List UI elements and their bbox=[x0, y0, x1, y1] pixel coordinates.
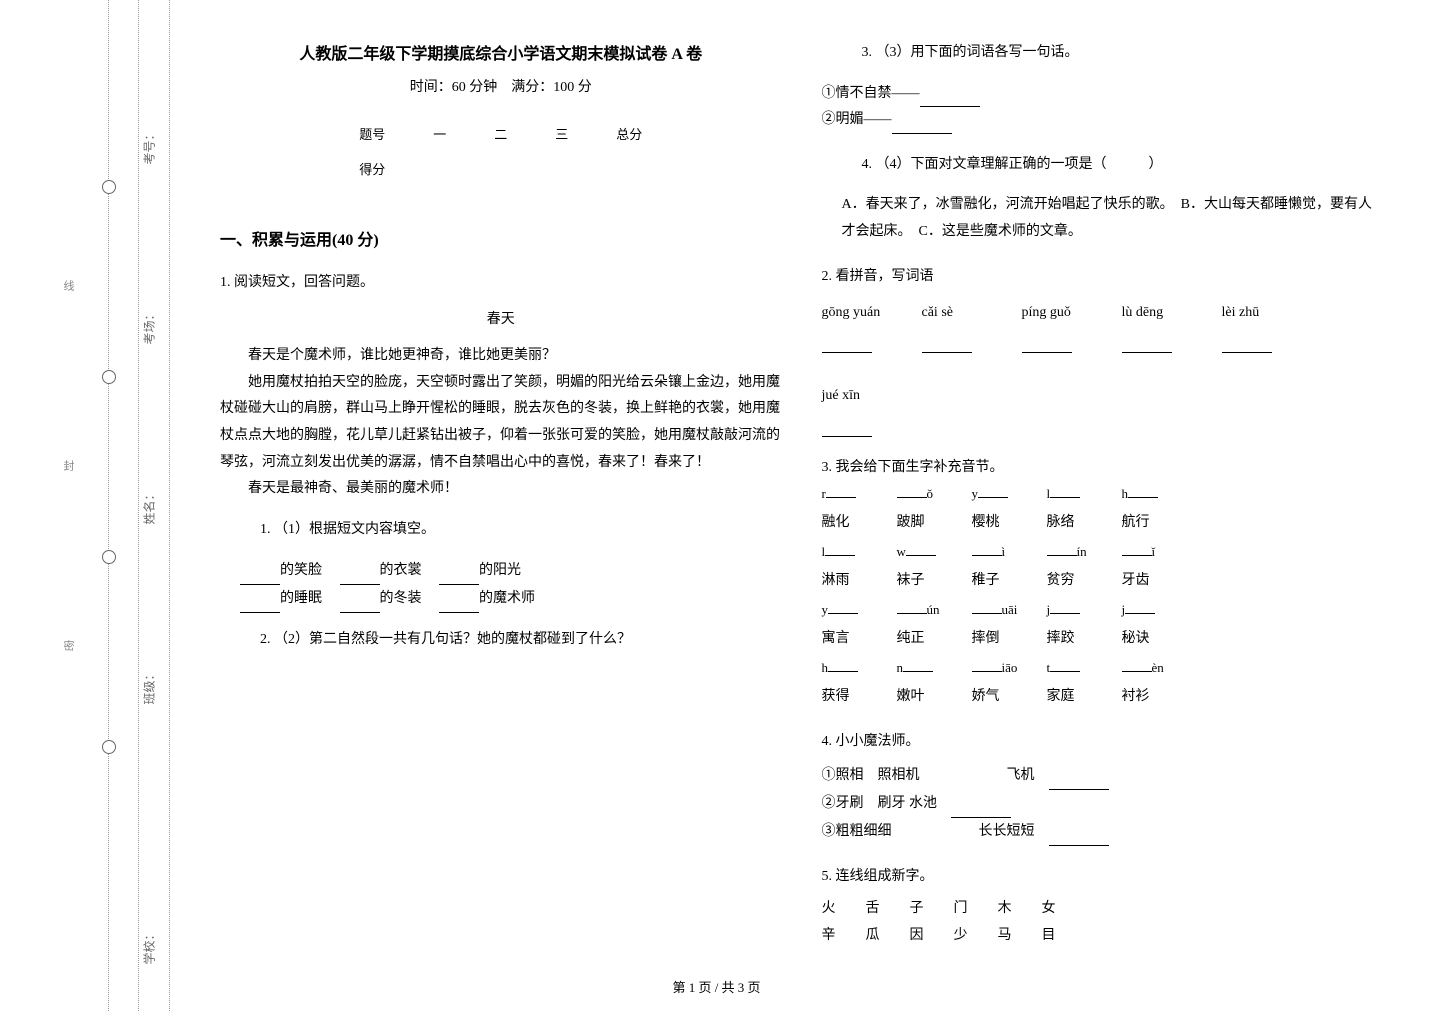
score-header-3: 三 bbox=[531, 116, 592, 151]
score-header-1: 一 bbox=[409, 116, 470, 151]
binding-label-0: 考号： bbox=[141, 129, 158, 165]
seal-char-2: 密 bbox=[60, 640, 76, 651]
question-5: 5. 连线组成新字。 火 舌 子 门 木 女 辛 瓜 因 少 马 目 bbox=[822, 864, 1384, 950]
seal-char-1: 封 bbox=[60, 460, 76, 471]
q2-pinyin-row: gōng yuán cǎi sè píng guǒ lù dēng lèi zh… bbox=[822, 300, 1384, 436]
section-1-title: 一、积累与运用(40 分) bbox=[220, 226, 782, 250]
question-1: 1. 阅读短文，回答问题。 春天 春天是个魔术师，谁比她更神奇，谁比她更美丽？她… bbox=[220, 270, 782, 654]
exam-subtitle: 时间：60 分钟 满分：100 分 bbox=[220, 76, 782, 96]
binding-label-4: 学校： bbox=[141, 929, 158, 965]
q5-stem: 5. 连线组成新字。 bbox=[822, 864, 1384, 891]
q1-sub3-items: ①情不自禁—— ②明媚—— bbox=[822, 81, 1384, 134]
score-table: 题号 一 二 三 总分 得分 bbox=[335, 116, 666, 186]
page-footer: 第 1 页 / 共 3 页 bbox=[672, 977, 760, 996]
binding-label-2: 姓名： bbox=[141, 489, 158, 525]
q1-sub1-stem: 1. （1）根据短文内容填空。 bbox=[260, 517, 782, 544]
score-row-label: 得分 bbox=[335, 151, 409, 186]
question-4: 4. 小小魔法师。 ①照相 照相机 飞机 ②牙刷 刷牙 水池 ③粗粗细细 长长短… bbox=[822, 729, 1384, 846]
q1-stem: 1. 阅读短文，回答问题。 bbox=[220, 270, 782, 297]
main-content: 人教版二年级下学期摸底综合小学语文期末模拟试卷 A 卷 时间：60 分钟 满分：… bbox=[170, 0, 1433, 1011]
q4-stem: 4. 小小魔法师。 bbox=[822, 729, 1384, 756]
q3-stem: 3. 我会给下面生字补充音节。 bbox=[822, 455, 1384, 482]
q2-stem: 2. 看拼音，写词语 bbox=[822, 264, 1384, 291]
q1-sub1-blanks: 的笑脸 的衣裳 的阳光 的睡眠 的冬装 的魔术师 bbox=[240, 557, 782, 613]
left-column: 人教版二年级下学期摸底综合小学语文期末模拟试卷 A 卷 时间：60 分钟 满分：… bbox=[200, 40, 802, 991]
q1-sub1: 1. （1）根据短文内容填空。 bbox=[260, 517, 782, 544]
q1-sub4-stem: 4. （4）下面对文章理解正确的一项是（ ） bbox=[862, 152, 1384, 179]
question-3: 3. 我会给下面生字补充音节。 rǒylh融化跛脚樱桃脉络航行lwìínǐ淋雨袜… bbox=[822, 455, 1384, 712]
binding-label-3: 班级： bbox=[141, 669, 158, 705]
q1-passage: 春天是个魔术师，谁比她更神奇，谁比她更美丽？她用魔杖拍拍天空的脸庞，天空顿时露出… bbox=[220, 343, 782, 503]
q1-sub2: 2. （2）第二自然段一共有几句话？她的魔杖都碰到了什么？ bbox=[260, 627, 782, 654]
score-header-4: 总分 bbox=[592, 116, 666, 151]
q1-passage-title: 春天 bbox=[220, 307, 782, 334]
seal-char-0: 线 bbox=[60, 280, 76, 291]
q1-sub4-options: A．春天来了，冰雪融化，河流开始唱起了快乐的歌。 B．大山每天都睡懒觉，要有人才… bbox=[842, 192, 1384, 245]
q1-sub3-stem: 3. （3）用下面的词语各写一句话。 bbox=[862, 40, 1384, 67]
binding-margin: 考号： 考场： 姓名： 班级： 学校： 线 封 密 bbox=[0, 0, 170, 1011]
binding-label-1: 考场： bbox=[141, 309, 158, 345]
question-2: 2. 看拼音，写词语 gōng yuán cǎi sè píng guǒ lù … bbox=[822, 264, 1384, 437]
exam-title: 人教版二年级下学期摸底综合小学语文期末模拟试卷 A 卷 bbox=[220, 40, 782, 64]
score-header-0: 题号 bbox=[335, 116, 409, 151]
right-column: 3. （3）用下面的词语各写一句话。 ①情不自禁—— ②明媚—— 4. （4）下… bbox=[802, 40, 1404, 991]
q3-grid: rǒylh融化跛脚樱桃脉络航行lwìínǐ淋雨袜子稚子贫穷牙齿yúnuāijj寓… bbox=[822, 481, 1384, 711]
score-header-2: 二 bbox=[470, 116, 531, 151]
